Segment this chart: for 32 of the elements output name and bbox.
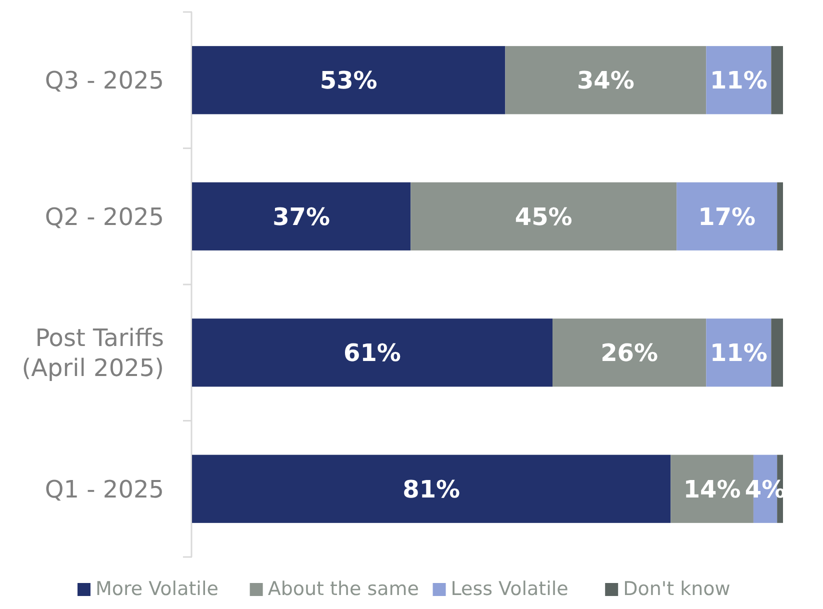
data-label: 34% — [576, 66, 634, 95]
data-label: 53% — [320, 66, 378, 95]
data-label: 11% — [710, 66, 768, 95]
data-label: 11% — [710, 339, 768, 368]
bar — [777, 182, 783, 250]
data-label: 17% — [698, 202, 756, 231]
data-label: 37% — [272, 202, 330, 231]
data-label: 45% — [514, 202, 572, 231]
bar — [505, 46, 706, 114]
bar — [192, 46, 506, 114]
data-label: 26% — [600, 339, 658, 368]
legend-label: About the same — [268, 578, 420, 600]
bar — [192, 182, 411, 250]
bar — [552, 318, 706, 387]
y-tick-label: Post Tariffs (April 2025) — [22, 324, 164, 382]
bar — [676, 182, 778, 250]
bar — [771, 318, 783, 387]
legend-label: More Volatile — [96, 578, 218, 600]
data-label: 14% — [683, 475, 741, 504]
bar — [410, 182, 677, 250]
bar — [192, 454, 671, 523]
y-tick-label: Q3 - 2025 — [44, 66, 164, 95]
bar — [771, 46, 783, 114]
data-label: 61% — [344, 339, 401, 368]
legend-label: Don't know — [623, 578, 730, 600]
bar — [706, 318, 772, 387]
data-label: 81% — [402, 475, 460, 504]
bar — [706, 46, 772, 114]
y-tick-label: Q1 - 2025 — [44, 475, 164, 504]
y-tick-label: Q2 - 2025 — [44, 202, 164, 231]
bar — [192, 318, 553, 387]
legend-label: Less Volatile — [450, 578, 568, 600]
